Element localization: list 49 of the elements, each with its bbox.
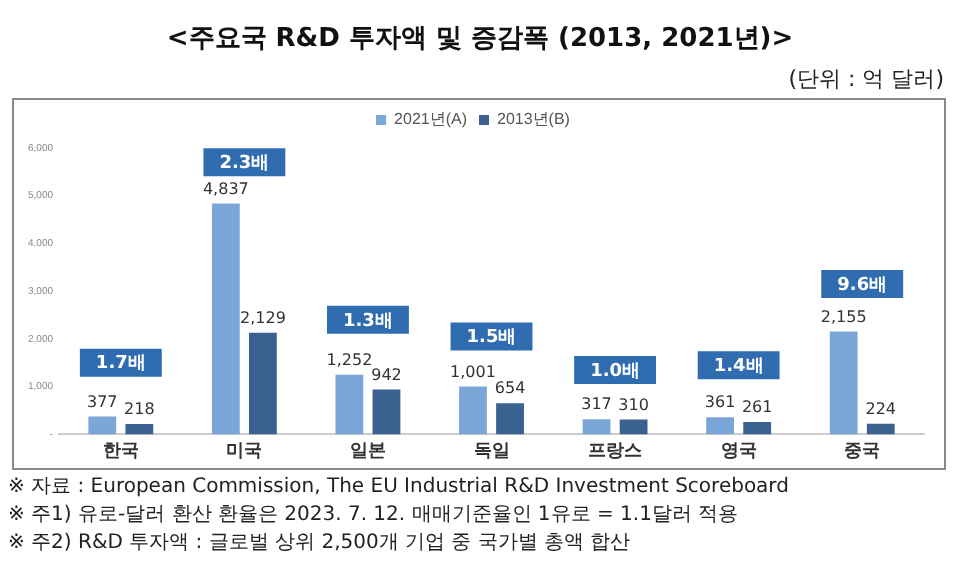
legend-label: 2021년(A) xyxy=(394,110,468,129)
data-label: 361 xyxy=(704,393,736,412)
data-label: 224 xyxy=(865,399,897,418)
bar xyxy=(829,331,858,435)
data-label: 2,129 xyxy=(240,308,286,327)
bar xyxy=(211,203,240,435)
data-label: 310 xyxy=(618,395,649,414)
bar xyxy=(496,403,524,435)
data-label: 1,001 xyxy=(450,362,496,381)
chart-title: <주요국 R&D 투자액 및 증감폭 (2013, 2021년)> xyxy=(164,22,796,56)
data-label: 261 xyxy=(741,398,773,417)
data-label: 317 xyxy=(581,395,612,414)
annotation: 1.7배 xyxy=(95,354,146,375)
annotation: 1.0배 xyxy=(590,361,641,382)
data-label: 2,155 xyxy=(820,307,867,326)
x-tick-label: 영국 xyxy=(720,440,757,461)
text: ※ 주1) 유로-달러 환산 환율은 2023. 7. 12. 매매기준율인 1유로 = 1.1달러 적용 xyxy=(8,502,741,530)
bar xyxy=(335,374,364,435)
annotation: 1.5배 xyxy=(466,328,517,349)
bar xyxy=(88,416,117,435)
bar xyxy=(866,423,895,435)
bar xyxy=(619,419,648,435)
bar xyxy=(706,417,735,435)
data-label: 942 xyxy=(371,365,402,384)
data-label: 4,837 xyxy=(202,179,249,198)
chart-subtitle: (단위 : 억 달러) xyxy=(788,64,944,94)
data-label: 377 xyxy=(86,392,118,411)
bar xyxy=(372,389,401,435)
bar xyxy=(125,423,154,435)
x-tick-label: 미국 xyxy=(226,440,263,461)
text: ※ 주2) R&D 투자액 : 글로벌 상위 2,500개 기업 중 국가별 총액 합산 xyxy=(8,530,633,558)
text: ※ 자료 : European Commission, The EU Industrial R&D Investment Scoreboard xyxy=(8,474,789,502)
bar xyxy=(459,386,487,435)
bar xyxy=(582,419,611,435)
data-label: 1,252 xyxy=(326,350,373,369)
x-tick-label: 중국 xyxy=(844,440,881,461)
bar xyxy=(249,332,277,435)
annotation: 1.4배 xyxy=(713,356,764,377)
x-tick-label: 독일 xyxy=(473,440,510,461)
x-tick-label: 한국 xyxy=(102,440,139,461)
annotation: 9.6배 xyxy=(837,275,888,296)
x-tick-label: 일본 xyxy=(349,440,386,461)
bar xyxy=(743,421,772,435)
annotation: 2.3배 xyxy=(219,154,270,175)
data-label: 218 xyxy=(124,400,155,419)
data-label: 654 xyxy=(494,379,526,398)
legend-label: 2013년(B) xyxy=(497,110,571,129)
annotation: 1.3배 xyxy=(342,311,393,332)
x-tick-label: 프랑스 xyxy=(588,440,643,461)
